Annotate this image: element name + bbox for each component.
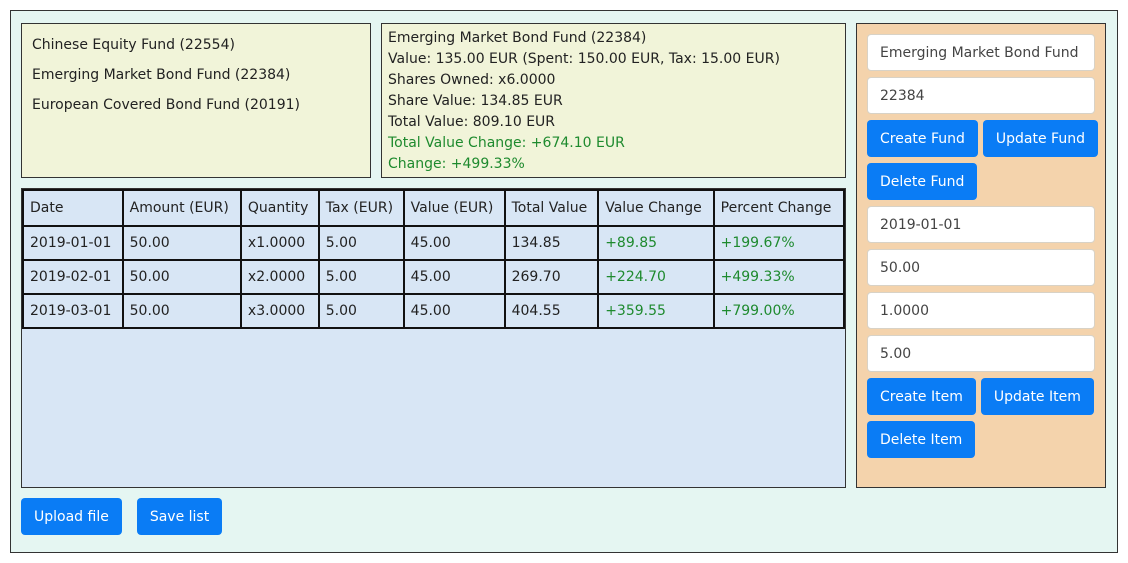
cell-value-change: +359.55 <box>597 293 715 329</box>
fund-details-total-value: Total Value: 809.10 EUR <box>388 114 556 130</box>
cell-percent-change: +499.33% <box>712 259 846 295</box>
fund-details-panel: Emerging Market Bond Fund (22384) Value:… <box>381 23 846 178</box>
cell-tax: 5.00 <box>317 225 405 261</box>
fund-details-title: Emerging Market Bond Fund (22384) <box>388 30 647 46</box>
column-header-tax: Tax (EUR) <box>317 189 405 227</box>
fund-details-shares-owned: Shares Owned: x6.0000 <box>388 72 556 88</box>
table-row[interactable]: 2019-02-01 50.00 x2.0000 5.00 45.00 269.… <box>22 259 846 295</box>
save-list-button[interactable]: Save list <box>136 498 223 535</box>
cell-value: 45.00 <box>402 293 506 329</box>
cell-tax: 5.00 <box>317 259 405 295</box>
update-fund-button[interactable]: Update Fund <box>982 120 1098 157</box>
items-table: Date Amount (EUR) Quantity Tax (EUR) Val… <box>22 189 846 329</box>
fund-details-share-value: Share Value: 134.85 EUR <box>388 93 563 109</box>
fund-details-value: Value: 135.00 EUR (Spent: 150.00 EUR, Ta… <box>388 51 780 67</box>
item-button-row: Create Item Update Item <box>867 378 1095 415</box>
fund-details-change: Change: +499.33% <box>388 156 525 172</box>
cell-total-value: 134.85 <box>503 225 600 261</box>
fund-name-input[interactable] <box>867 34 1095 71</box>
cell-value-change: +224.70 <box>597 259 715 295</box>
column-header-value: Value (EUR) <box>402 189 506 227</box>
cell-percent-change: +199.67% <box>712 225 846 261</box>
cell-value-change: +89.85 <box>597 225 715 261</box>
fund-list-item-chinese-equity[interactable]: Chinese Equity Fund (22554) <box>32 37 235 53</box>
fund-tracker-app: Chinese Equity Fund (22554) Emerging Mar… <box>10 10 1118 553</box>
update-item-button[interactable]: Update Item <box>980 378 1094 415</box>
cell-date: 2019-02-01 <box>22 259 124 295</box>
column-header-amount: Amount (EUR) <box>121 189 242 227</box>
cell-amount: 50.00 <box>121 293 242 329</box>
bottom-toolbar: Upload file Save list <box>21 498 223 535</box>
item-tax-input[interactable] <box>867 335 1095 372</box>
cell-date: 2019-01-01 <box>22 225 124 261</box>
column-header-total-value: Total Value <box>503 189 600 227</box>
cell-date: 2019-03-01 <box>22 293 124 329</box>
table-header-row: Date Amount (EUR) Quantity Tax (EUR) Val… <box>22 189 846 227</box>
cell-total-value: 269.70 <box>503 259 600 295</box>
items-table-panel: Date Amount (EUR) Quantity Tax (EUR) Val… <box>21 188 846 488</box>
cell-quantity: x2.0000 <box>239 259 320 295</box>
cell-amount: 50.00 <box>121 225 242 261</box>
item-quantity-input[interactable] <box>867 292 1095 329</box>
fund-delete-row: Delete Fund <box>867 163 1095 200</box>
column-header-date: Date <box>22 189 124 227</box>
cell-value: 45.00 <box>402 225 506 261</box>
item-date-input[interactable] <box>867 206 1095 243</box>
cell-percent-change: +799.00% <box>712 293 846 329</box>
cell-total-value: 404.55 <box>503 293 600 329</box>
cell-amount: 50.00 <box>121 259 242 295</box>
fund-list-item-european-covered-bond[interactable]: European Covered Bond Fund (20191) <box>32 97 300 113</box>
cell-quantity: x3.0000 <box>239 293 320 329</box>
item-amount-input[interactable] <box>867 249 1095 286</box>
edit-sidebar: Create Fund Update Fund Delete Fund Crea… <box>856 23 1106 488</box>
cell-value: 45.00 <box>402 259 506 295</box>
table-row[interactable]: 2019-03-01 50.00 x3.0000 5.00 45.00 404.… <box>22 293 846 329</box>
delete-fund-button[interactable]: Delete Fund <box>867 163 978 200</box>
fund-list-item-emerging-market-bond[interactable]: Emerging Market Bond Fund (22384) <box>32 67 291 83</box>
item-delete-row: Delete Item <box>867 421 1095 458</box>
create-fund-button[interactable]: Create Fund <box>867 120 978 157</box>
column-header-value-change: Value Change <box>597 189 715 227</box>
fund-id-input[interactable] <box>867 77 1095 114</box>
column-header-percent-change: Percent Change <box>712 189 846 227</box>
table-row[interactable]: 2019-01-01 50.00 x1.0000 5.00 45.00 134.… <box>22 225 846 261</box>
create-item-button[interactable]: Create Item <box>867 378 976 415</box>
upload-file-button[interactable]: Upload file <box>21 498 122 535</box>
fund-details-total-value-change: Total Value Change: +674.10 EUR <box>388 135 625 151</box>
fund-button-row: Create Fund Update Fund <box>867 120 1098 157</box>
cell-quantity: x1.0000 <box>239 225 320 261</box>
delete-item-button[interactable]: Delete Item <box>867 421 976 458</box>
column-header-quantity: Quantity <box>239 189 320 227</box>
fund-list-panel: Chinese Equity Fund (22554) Emerging Mar… <box>21 23 371 178</box>
cell-tax: 5.00 <box>317 293 405 329</box>
